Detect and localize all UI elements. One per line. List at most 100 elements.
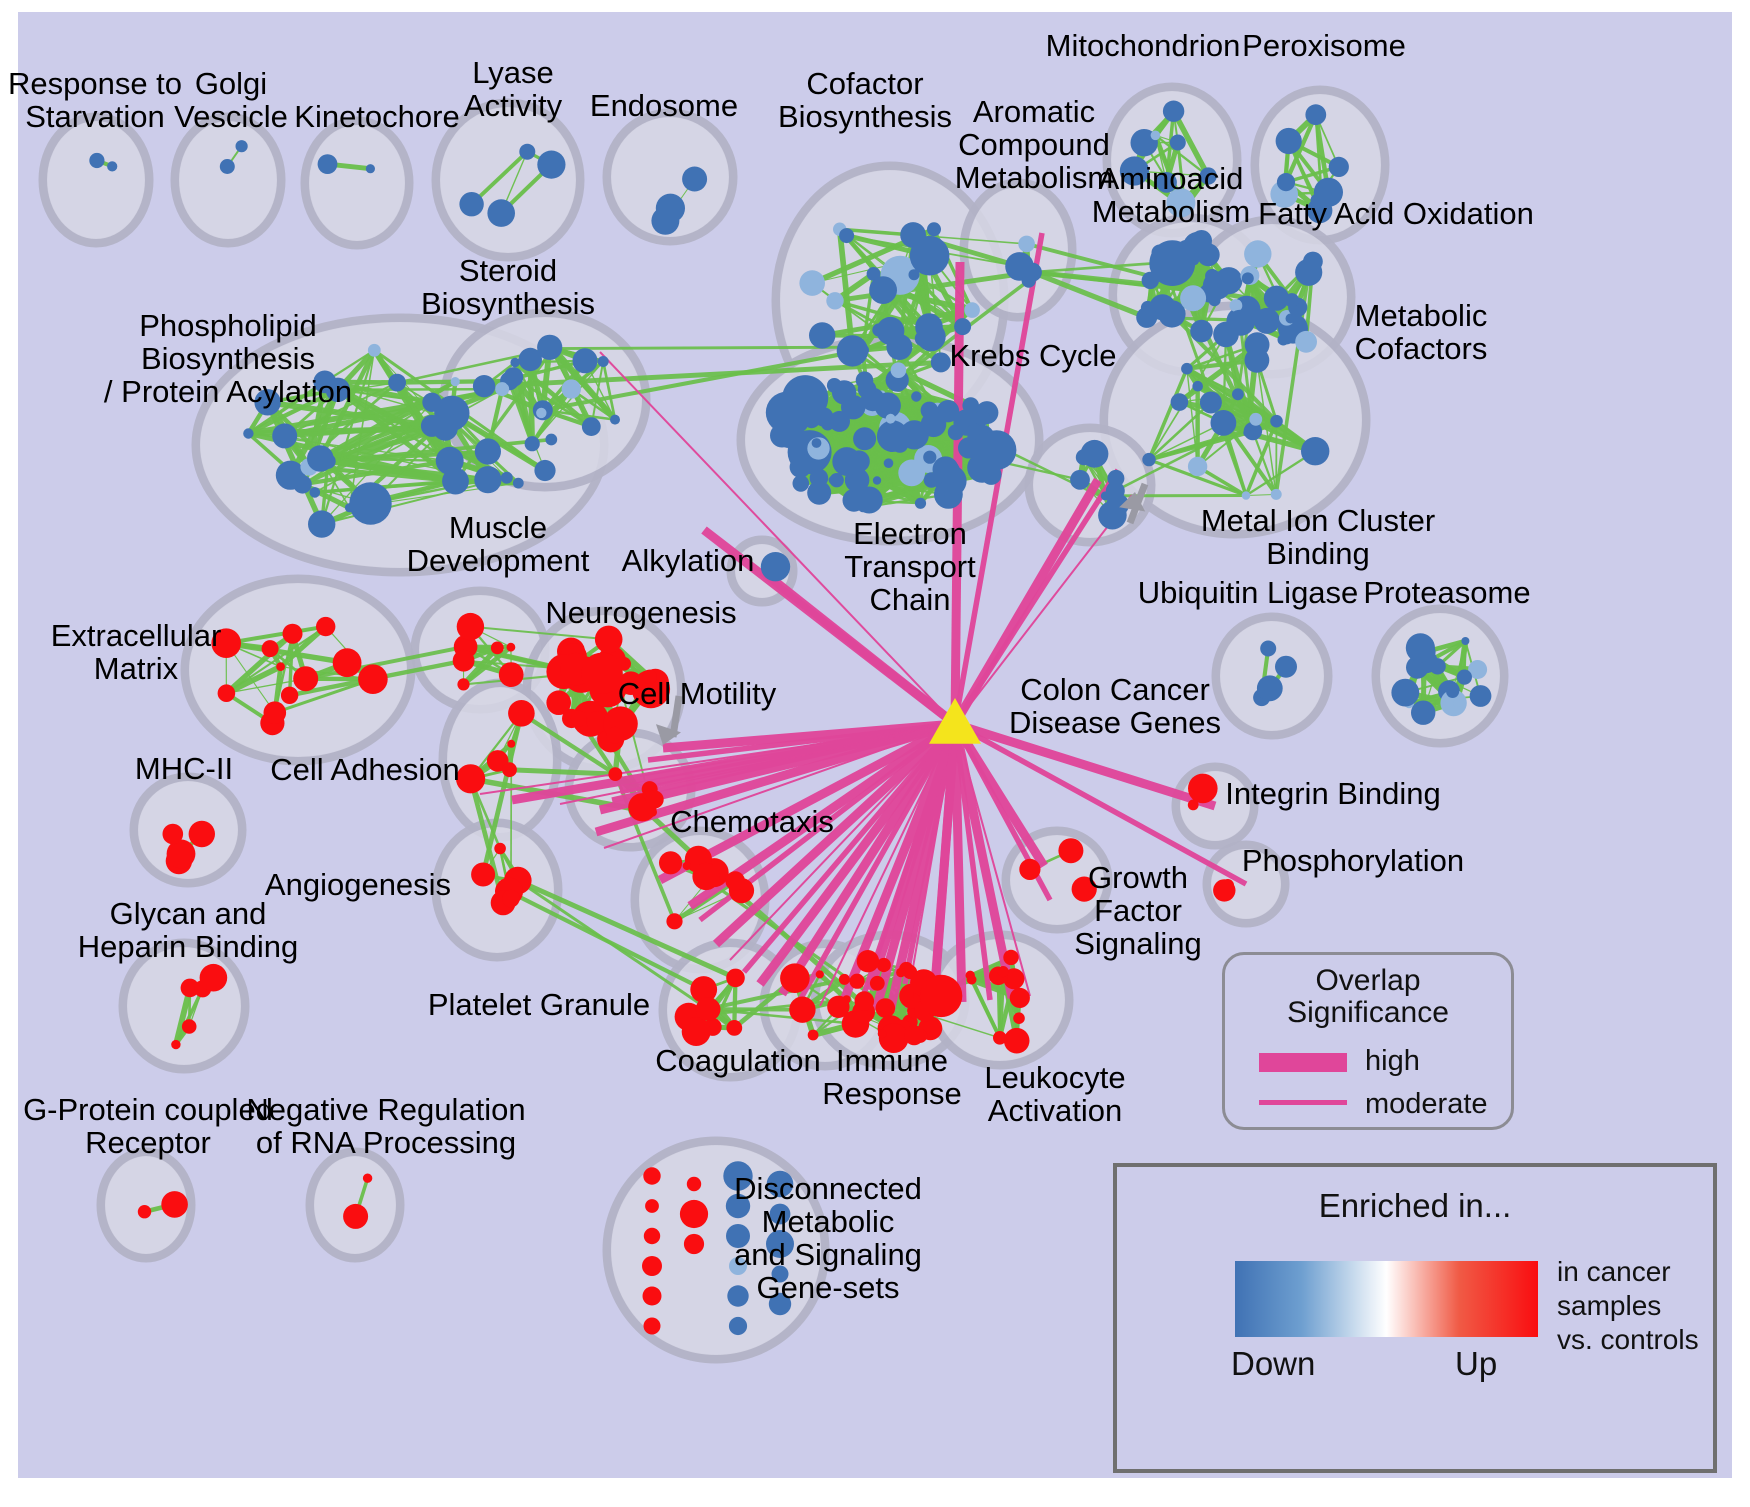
gene-set-node[interactable] xyxy=(872,323,886,337)
gene-set-node[interactable] xyxy=(643,1317,661,1335)
gene-set-node[interactable] xyxy=(792,475,810,492)
gene-set-node[interactable] xyxy=(726,968,745,988)
gene-set-node[interactable] xyxy=(263,701,287,724)
gene-set-node[interactable] xyxy=(695,997,720,1021)
gene-set-node[interactable] xyxy=(1009,987,1030,1009)
gene-set-node[interactable] xyxy=(1013,1012,1025,1024)
gene-set-node[interactable] xyxy=(459,192,484,217)
gene-set-node[interactable] xyxy=(642,669,657,685)
gene-set-node[interactable] xyxy=(471,862,496,887)
gene-set-node[interactable] xyxy=(518,347,542,372)
gene-set-node[interactable] xyxy=(769,1203,791,1225)
gene-set-node[interactable] xyxy=(682,861,692,871)
gene-set-node[interactable] xyxy=(474,438,501,465)
gene-set-node[interactable] xyxy=(275,460,305,490)
gene-set-node[interactable] xyxy=(276,662,285,672)
gene-set-node[interactable] xyxy=(1210,410,1237,436)
gene-set-node[interactable] xyxy=(930,352,951,373)
gene-set-node[interactable] xyxy=(500,471,513,484)
gene-set-node[interactable] xyxy=(1469,685,1492,707)
gene-set-node[interactable] xyxy=(958,437,980,459)
gene-set-node[interactable] xyxy=(1256,675,1283,702)
gene-set-node[interactable] xyxy=(855,486,883,514)
gene-set-node[interactable] xyxy=(243,428,254,439)
gene-set-node[interactable] xyxy=(789,996,816,1023)
gene-set-node[interactable] xyxy=(1275,655,1297,678)
gene-set-node[interactable] xyxy=(162,823,184,845)
gene-set-node[interactable] xyxy=(1142,452,1156,467)
gene-set-node[interactable] xyxy=(1071,876,1097,902)
gene-set-node[interactable] xyxy=(1140,300,1155,315)
gene-set-node[interactable] xyxy=(927,222,941,237)
gene-set-node[interactable] xyxy=(1105,481,1125,501)
gene-set-node[interactable] xyxy=(1151,244,1168,261)
gene-set-node[interactable] xyxy=(993,1031,1007,1045)
gene-set-node[interactable] xyxy=(790,453,811,474)
gene-set-node[interactable] xyxy=(1328,156,1349,177)
gene-set-node[interactable] xyxy=(1307,197,1333,224)
gene-set-node[interactable] xyxy=(545,433,558,446)
gene-set-node[interactable] xyxy=(799,270,825,296)
gene-set-node[interactable] xyxy=(420,414,443,437)
gene-set-node[interactable] xyxy=(877,1029,887,1039)
gene-set-node[interactable] xyxy=(512,477,524,489)
gene-set-node[interactable] xyxy=(490,641,504,655)
gene-set-node[interactable] xyxy=(365,164,375,174)
gene-set-node[interactable] xyxy=(1229,299,1243,312)
gene-set-node[interactable] xyxy=(1188,773,1218,804)
gene-set-node[interactable] xyxy=(645,790,664,809)
gene-set-node[interactable] xyxy=(836,335,869,367)
gene-set-node[interactable] xyxy=(807,480,832,505)
gene-set-node[interactable] xyxy=(771,1265,789,1283)
gene-set-node[interactable] xyxy=(683,1233,705,1255)
gene-set-node[interactable] xyxy=(308,510,336,538)
gene-set-node[interactable] xyxy=(1003,1027,1030,1054)
gene-set-node[interactable] xyxy=(1187,456,1208,477)
gene-set-node[interactable] xyxy=(1241,272,1254,285)
gene-set-node[interactable] xyxy=(1213,321,1239,348)
gene-set-node[interactable] xyxy=(332,648,362,678)
gene-set-node[interactable] xyxy=(815,970,824,979)
gene-set-node[interactable] xyxy=(690,976,718,1003)
gene-set-node[interactable] xyxy=(1468,660,1488,679)
gene-set-node[interactable] xyxy=(916,322,946,352)
gene-set-node[interactable] xyxy=(855,371,874,390)
gene-set-node[interactable] xyxy=(537,150,566,179)
gene-set-node[interactable] xyxy=(768,1292,792,1316)
gene-set-node[interactable] xyxy=(1461,637,1470,645)
gene-set-node[interactable] xyxy=(811,438,822,448)
gene-set-node[interactable] xyxy=(107,161,118,172)
gene-set-node[interactable] xyxy=(1456,669,1472,685)
gene-set-node[interactable] xyxy=(1232,388,1244,401)
gene-set-node[interactable] xyxy=(1019,858,1041,881)
gene-set-node[interactable] xyxy=(869,276,897,304)
gene-set-node[interactable] xyxy=(166,839,196,869)
gene-set-node[interactable] xyxy=(344,503,355,513)
gene-set-node[interactable] xyxy=(679,1199,709,1229)
gene-set-node[interactable] xyxy=(456,612,485,641)
gene-set-node[interactable] xyxy=(1317,187,1326,196)
gene-set-node[interactable] xyxy=(643,1167,661,1185)
gene-set-node[interactable] xyxy=(316,616,336,637)
gene-set-node[interactable] xyxy=(1260,640,1277,657)
gene-set-node[interactable] xyxy=(1244,240,1272,268)
gene-set-node[interactable] xyxy=(974,410,990,426)
gene-set-node[interactable] xyxy=(908,269,920,281)
gene-set-node[interactable] xyxy=(966,974,977,985)
gene-set-node[interactable] xyxy=(161,1191,188,1218)
gene-set-node[interactable] xyxy=(362,1173,373,1183)
gene-set-node[interactable] xyxy=(841,395,866,420)
gene-set-node[interactable] xyxy=(606,726,624,744)
gene-set-node[interactable] xyxy=(1405,633,1435,663)
gene-set-node[interactable] xyxy=(853,427,877,451)
gene-set-node[interactable] xyxy=(923,450,937,464)
gene-set-node[interactable] xyxy=(349,482,392,525)
gene-set-node[interactable] xyxy=(886,334,913,360)
gene-set-node[interactable] xyxy=(878,1023,909,1053)
gene-set-node[interactable] xyxy=(828,475,838,485)
gene-set-node[interactable] xyxy=(272,423,298,449)
gene-set-node[interactable] xyxy=(1156,172,1177,193)
gene-set-node[interactable] xyxy=(1391,678,1420,707)
gene-set-node[interactable] xyxy=(876,957,891,973)
gene-set-node[interactable] xyxy=(904,1025,925,1046)
